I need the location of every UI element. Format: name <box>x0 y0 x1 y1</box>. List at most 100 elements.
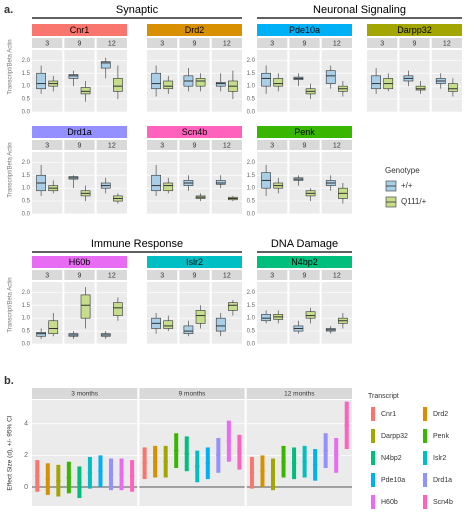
point <box>152 459 158 464</box>
y-tick-label: 0.5 <box>247 199 256 205</box>
facet-strip <box>96 38 127 48</box>
box <box>325 70 336 84</box>
facet-strip <box>32 140 63 150</box>
facet-label: 12 <box>443 40 451 47</box>
box <box>151 72 161 90</box>
facet-label: 9 <box>193 40 197 47</box>
box <box>215 317 226 332</box>
point <box>302 459 307 464</box>
gene-strip <box>257 24 352 36</box>
gene-strip <box>32 256 127 268</box>
y-tick-label: 0.0 <box>247 342 256 348</box>
box <box>183 325 194 334</box>
y-tick-label: 2.0 <box>247 290 256 296</box>
y-tick-label: 2 <box>24 452 28 459</box>
facet-strip <box>32 388 138 399</box>
box <box>261 72 271 87</box>
group-title: Synaptic <box>116 4 159 16</box>
facet-label: 3 <box>270 40 274 47</box>
box <box>228 302 238 311</box>
point <box>98 468 103 474</box>
facet-label: 3 <box>380 40 384 47</box>
point <box>56 478 61 483</box>
box <box>36 332 46 337</box>
y-tick-label: 0.5 <box>22 329 31 335</box>
y-tick-label: 1.0 <box>22 186 31 192</box>
facet-strip <box>321 270 352 280</box>
facet-strip <box>64 140 95 150</box>
gene-strip <box>147 256 242 268</box>
box <box>48 320 59 334</box>
y-tick-label: 1.5 <box>22 71 31 77</box>
facet-label: 12 <box>223 40 231 47</box>
y-tick-label: 1.5 <box>247 71 256 77</box>
group-title: Immune Response <box>91 238 183 250</box>
facet-label: 3 <box>270 142 274 149</box>
box <box>163 80 174 90</box>
facet-strip <box>289 38 320 48</box>
gene-title: N4bp2 <box>291 257 318 267</box>
box <box>195 310 206 324</box>
gene-strip <box>257 126 352 138</box>
legend-label: +/+ <box>401 181 413 190</box>
point <box>45 476 50 482</box>
y-tick-label: 1.0 <box>247 84 256 90</box>
facet-label: 3 <box>160 142 164 149</box>
point <box>344 423 349 428</box>
facet-strip <box>399 38 430 48</box>
facet-label: 9 <box>78 40 82 47</box>
point <box>142 461 147 466</box>
point <box>87 470 93 475</box>
point <box>323 448 328 453</box>
y-tick-label: 1.5 <box>247 173 256 179</box>
facet-strip <box>257 140 288 150</box>
y-tick-label: 1.5 <box>22 173 31 179</box>
facet-strip <box>179 270 210 280</box>
box <box>36 72 46 90</box>
facet-label: 9 <box>303 40 307 47</box>
box <box>100 61 111 69</box>
group-title: DNA Damage <box>271 238 338 250</box>
y-tick-label: 0.0 <box>22 110 31 116</box>
legend-label: Drd2 <box>433 411 448 418</box>
y-tick-label: 1.0 <box>247 316 256 322</box>
facet-label: 3 months <box>71 391 98 398</box>
facet-strip <box>321 38 352 48</box>
gene-title: Islr2 <box>186 257 203 267</box>
facet-label: 12 <box>333 40 341 47</box>
legend-point <box>422 433 428 439</box>
legend-point <box>422 499 428 505</box>
plot-background <box>147 282 178 344</box>
facet-label: 9 <box>413 40 417 47</box>
gene-title: Drd1a <box>67 127 92 137</box>
facet-label: 12 <box>223 142 231 149</box>
point <box>119 472 124 477</box>
panel-label: b. <box>4 375 14 387</box>
plot-background <box>257 282 288 344</box>
y-axis-label: Transcript/Beta Actin <box>8 142 14 197</box>
point <box>270 472 276 477</box>
facet-strip <box>367 38 398 48</box>
point <box>35 473 40 479</box>
point <box>163 459 168 464</box>
legend-label: Pde10a <box>381 477 405 484</box>
facet-strip <box>139 388 245 399</box>
gene-title: H60b <box>69 257 91 267</box>
y-axis-label: Transcript/Beta Actin <box>8 39 14 94</box>
box <box>80 87 91 95</box>
facet-label: 12 <box>108 142 116 149</box>
gene-title: Darpp32 <box>397 25 432 35</box>
facet-strip <box>96 140 127 150</box>
facet-label: 12 <box>108 272 116 279</box>
gene-title: Penk <box>294 127 315 137</box>
facet-label: 9 <box>193 142 197 149</box>
point <box>184 451 189 456</box>
y-tick-label: 1.0 <box>22 316 31 322</box>
y-tick-label: 1.5 <box>247 303 256 309</box>
gene-strip <box>32 24 127 36</box>
box <box>80 294 91 319</box>
point <box>237 450 242 455</box>
point <box>195 464 200 469</box>
facet-label: 3 <box>45 142 49 149</box>
